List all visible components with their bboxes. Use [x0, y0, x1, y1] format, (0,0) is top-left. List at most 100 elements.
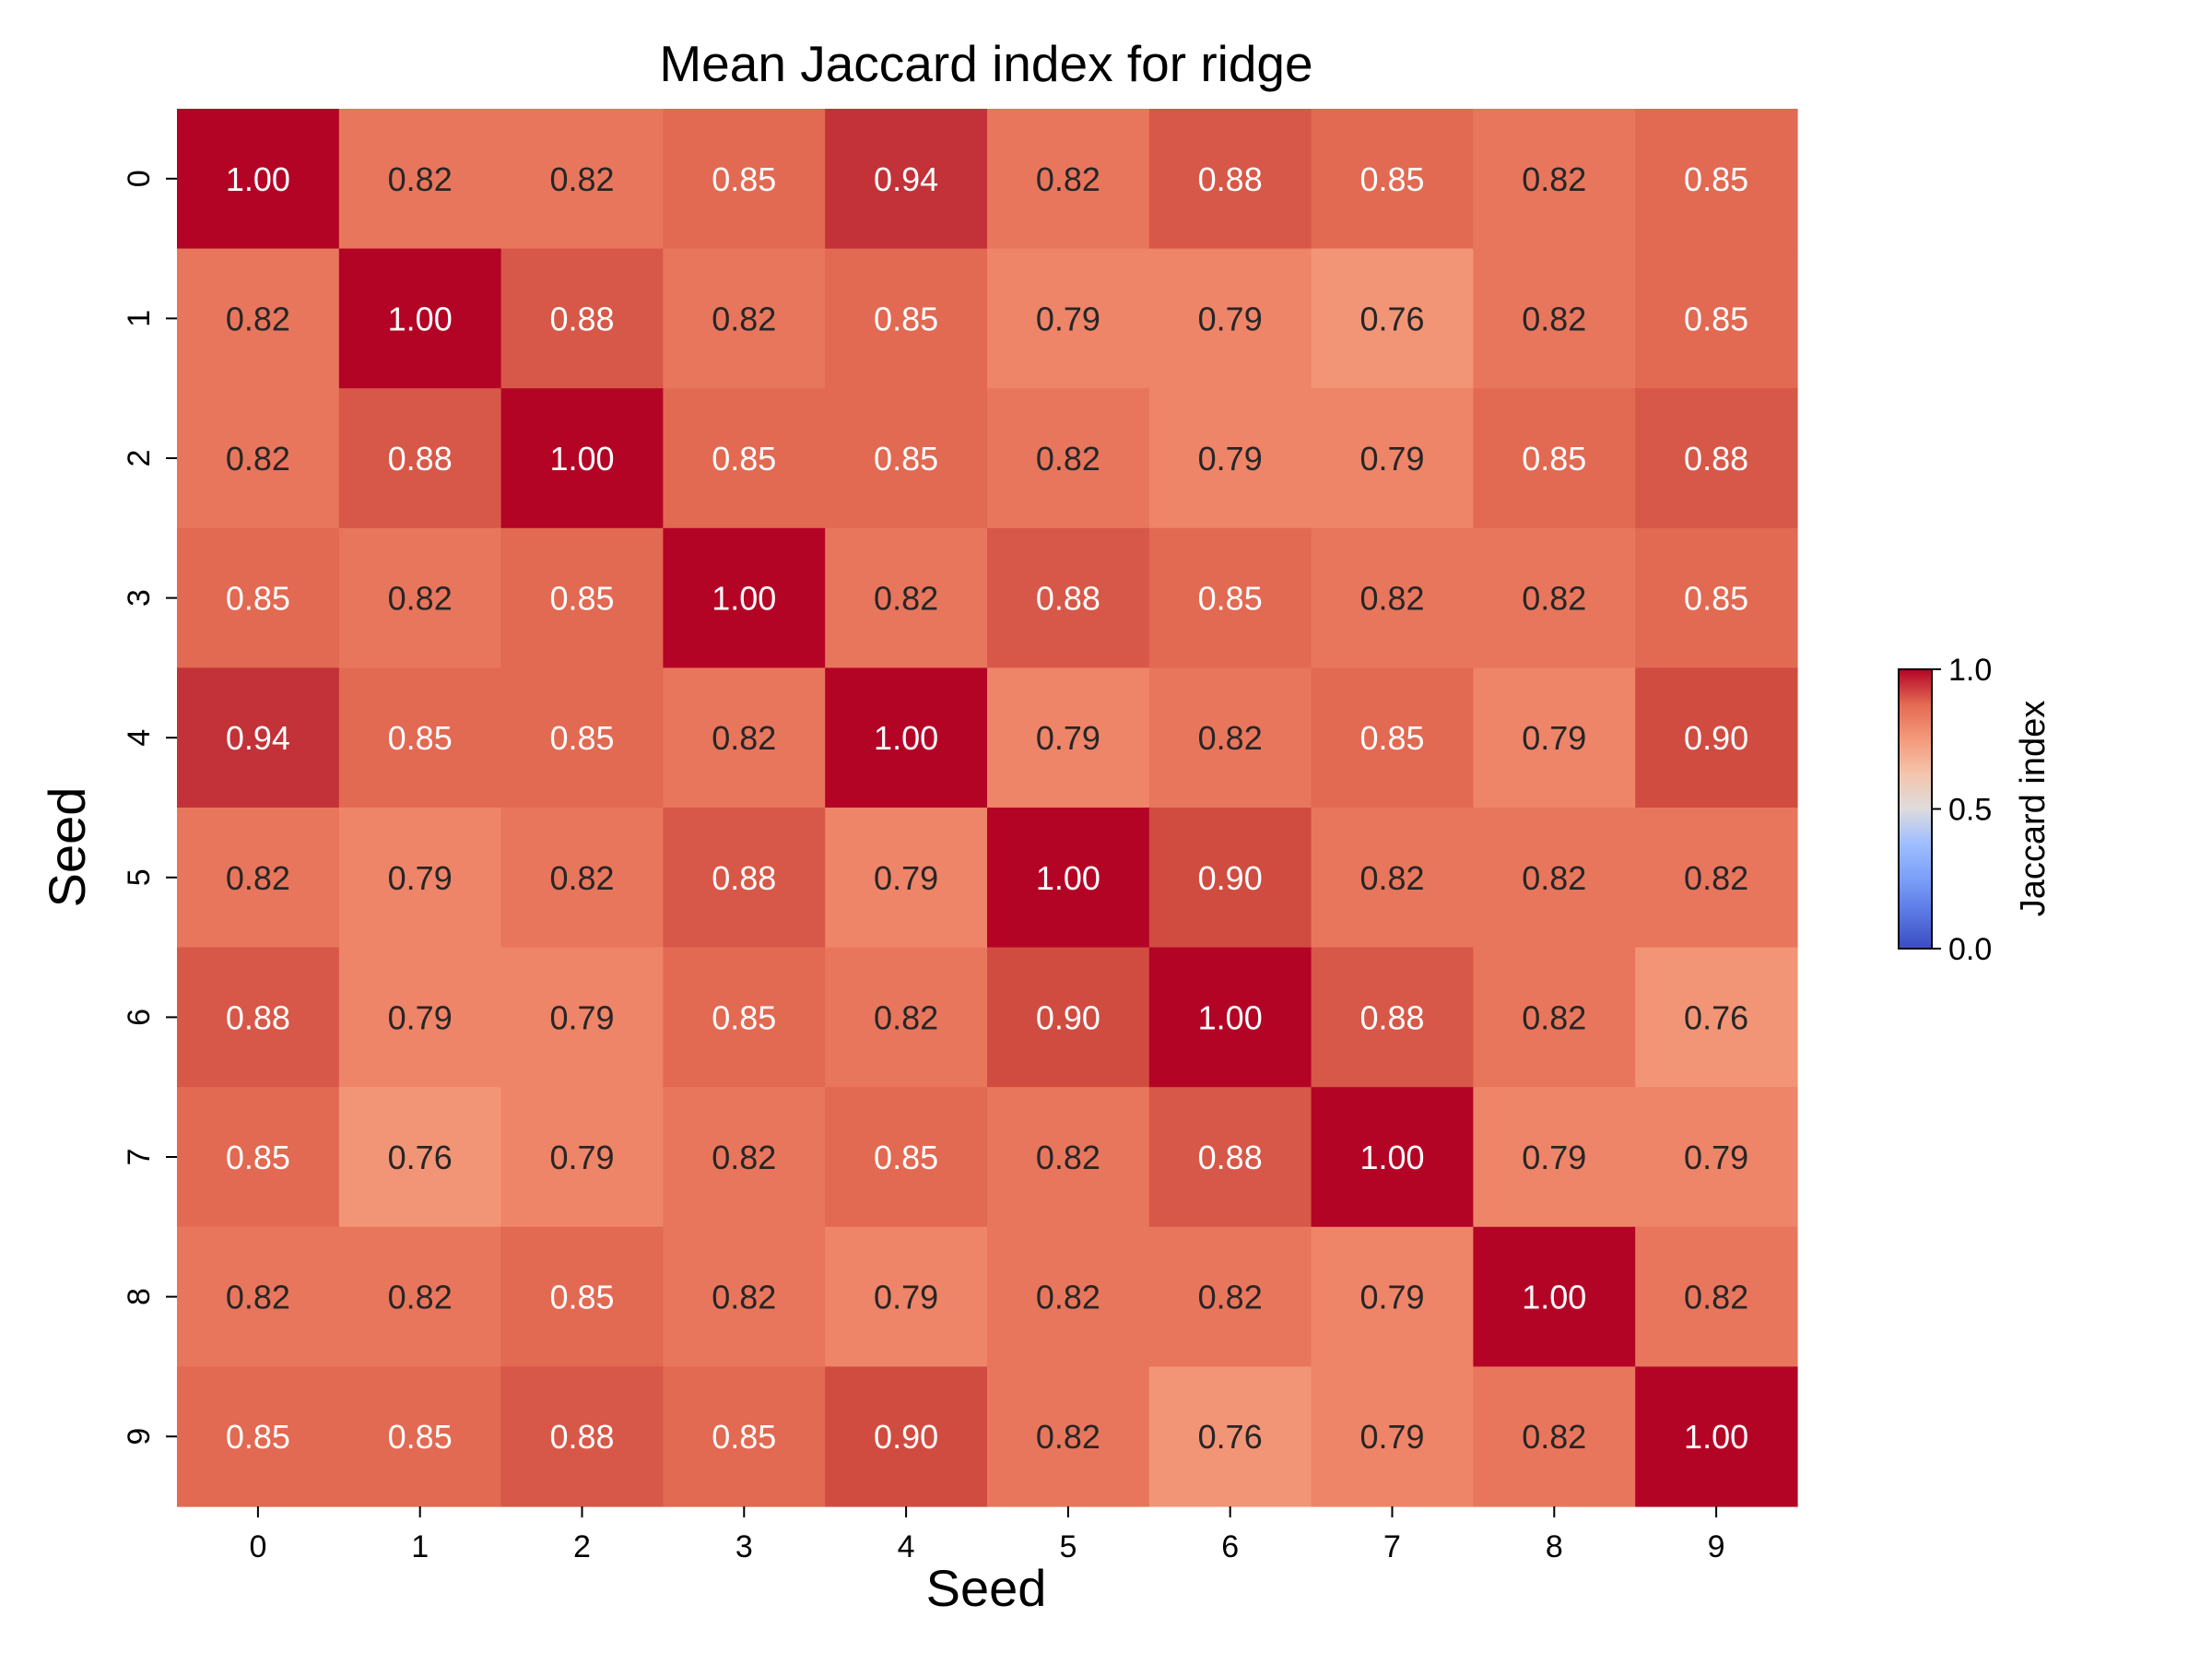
cell-value-label: 0.79: [549, 1139, 614, 1176]
cell-value-label: 0.88: [1359, 998, 1424, 1036]
cell-value-label: 0.82: [712, 719, 776, 757]
heatmap-cell: [1148, 947, 1312, 1088]
heatmap-cell: [1311, 1366, 1474, 1507]
cell-value-label: 0.82: [1359, 859, 1424, 897]
heatmap-cell: [1148, 667, 1312, 808]
cell-value-label: 0.85: [712, 1418, 776, 1456]
cell-value-label: 0.85: [226, 580, 290, 618]
heatmap-cell: [1635, 248, 1798, 389]
chart-title: Mean Jaccard index for ridge: [659, 35, 1312, 92]
heatmap-cell: [177, 808, 340, 949]
heatmap-cell: [500, 947, 664, 1088]
heatmap-cell: [177, 1226, 340, 1367]
cell-value-label: 0.82: [226, 859, 290, 897]
y-tick-label: 7: [122, 1149, 157, 1166]
heatmap-cell: [1473, 109, 1636, 250]
cell-value-label: 0.88: [712, 859, 776, 897]
cell-value-label: 0.82: [1522, 160, 1586, 198]
heatmap-cell: [825, 109, 988, 250]
heatmap-cell: [1635, 527, 1798, 668]
cell-value-label: 0.85: [388, 1418, 453, 1456]
cell-value-label: 0.79: [1198, 440, 1263, 478]
heatmap-cell: [987, 388, 1150, 529]
colorbar-tick-label: 1.0: [1948, 653, 1992, 688]
y-tick-label: 2: [122, 450, 157, 467]
heatmap-cell: [987, 667, 1150, 808]
heatmap-cell: [338, 388, 502, 529]
heatmap-cell: [1635, 1226, 1798, 1367]
heatmap-cell: [1473, 388, 1636, 529]
cell-value-label: 0.79: [1359, 1418, 1424, 1456]
cell-value-label: 0.82: [1522, 998, 1586, 1036]
heatmap-cell: [825, 808, 988, 949]
cell-value-label: 1.00: [1036, 859, 1100, 897]
heatmap-cell: [1311, 667, 1474, 808]
cell-value-label: 1.00: [712, 580, 776, 618]
heatmap-cell: [663, 248, 826, 389]
heatmap-cell: [987, 947, 1150, 1088]
heatmap-cell: [500, 667, 664, 808]
cell-value-label: 0.90: [874, 1418, 938, 1456]
cell-value-label: 0.79: [1198, 300, 1263, 337]
cell-value-label: 0.85: [388, 719, 453, 757]
colorbar: 0.0 0.5 1.0 Jaccard index: [1898, 653, 2053, 967]
cell-value-label: 0.82: [1684, 859, 1748, 897]
heatmap-cell: [987, 248, 1150, 389]
cell-value-label: 0.82: [388, 580, 453, 618]
heatmap-cell: [825, 1226, 988, 1367]
heatmap-cell: [177, 667, 340, 808]
cell-value-label: 0.85: [1359, 719, 1424, 757]
heatmap-cell: [825, 388, 988, 529]
heatmap-cell: [1148, 1366, 1312, 1507]
cell-value-label: 0.82: [226, 300, 290, 337]
cell-value-label: 0.85: [874, 1139, 938, 1176]
heatmap-cell: [500, 808, 664, 949]
y-tick-label: 0: [122, 170, 157, 187]
cell-value-label: 0.79: [1522, 1139, 1586, 1176]
heatmap-cell: [663, 1366, 826, 1507]
cell-value-label: 0.82: [1198, 1279, 1263, 1316]
y-tick-label: 6: [122, 1009, 157, 1026]
heatmap-cell: [663, 109, 826, 250]
heatmap-cell: [1473, 527, 1636, 668]
heatmap-cell: [338, 527, 502, 668]
cell-value-label: 0.88: [549, 1418, 614, 1456]
cell-value-label: 0.82: [874, 580, 938, 618]
heatmap-cell: [177, 109, 340, 250]
x-tick-label: 1: [411, 1529, 429, 1564]
heatmap-cell: [663, 808, 826, 949]
cell-value-label: 1.00: [388, 300, 453, 337]
heatmap-cell: [1148, 1087, 1312, 1228]
cell-value-label: 0.82: [712, 1139, 776, 1176]
heatmap-cell: [1311, 1226, 1474, 1367]
cell-value-label: 0.82: [712, 300, 776, 337]
x-tick-label: 6: [1221, 1529, 1239, 1564]
heatmap-cell: [500, 1366, 664, 1507]
heatmap-cell: [500, 527, 664, 668]
cell-value-label: 0.88: [549, 300, 614, 337]
cell-value-label: 0.90: [1036, 998, 1100, 1036]
heatmap-cell: [663, 1087, 826, 1228]
cell-value-label: 0.88: [1684, 440, 1748, 478]
heatmap-cells: [177, 109, 1798, 1507]
cell-value-label: 0.85: [1198, 580, 1263, 618]
heatmap-cell: [500, 248, 664, 389]
heatmap-cell: [987, 527, 1150, 668]
heatmap-cell: [1635, 947, 1798, 1088]
heatmap-cell: [1148, 527, 1312, 668]
heatmap-cell: [663, 1226, 826, 1367]
x-tick-label: 0: [249, 1529, 266, 1564]
cell-value-label: 0.82: [712, 1279, 776, 1316]
cell-value-label: 0.76: [1684, 998, 1748, 1036]
heatmap-cell: [987, 109, 1150, 250]
heatmap-cell: [500, 109, 664, 250]
cell-value-label: 0.85: [712, 160, 776, 198]
heatmap-cell-labels: 1.00 0.82 0.82 0.85 0.94 0.82 0.88 0.85 0.82 0.85…: [226, 160, 1748, 1456]
heatmap-cell: [338, 947, 502, 1088]
heatmap-cell: [338, 667, 502, 808]
cell-value-label: 0.85: [549, 580, 614, 618]
heatmap-cell: [1311, 527, 1474, 668]
heatmap-cell: [825, 248, 988, 389]
heatmap-cell: [1473, 1366, 1636, 1507]
colorbar-ticks: 0.0 0.5 1.0: [1932, 653, 1992, 967]
